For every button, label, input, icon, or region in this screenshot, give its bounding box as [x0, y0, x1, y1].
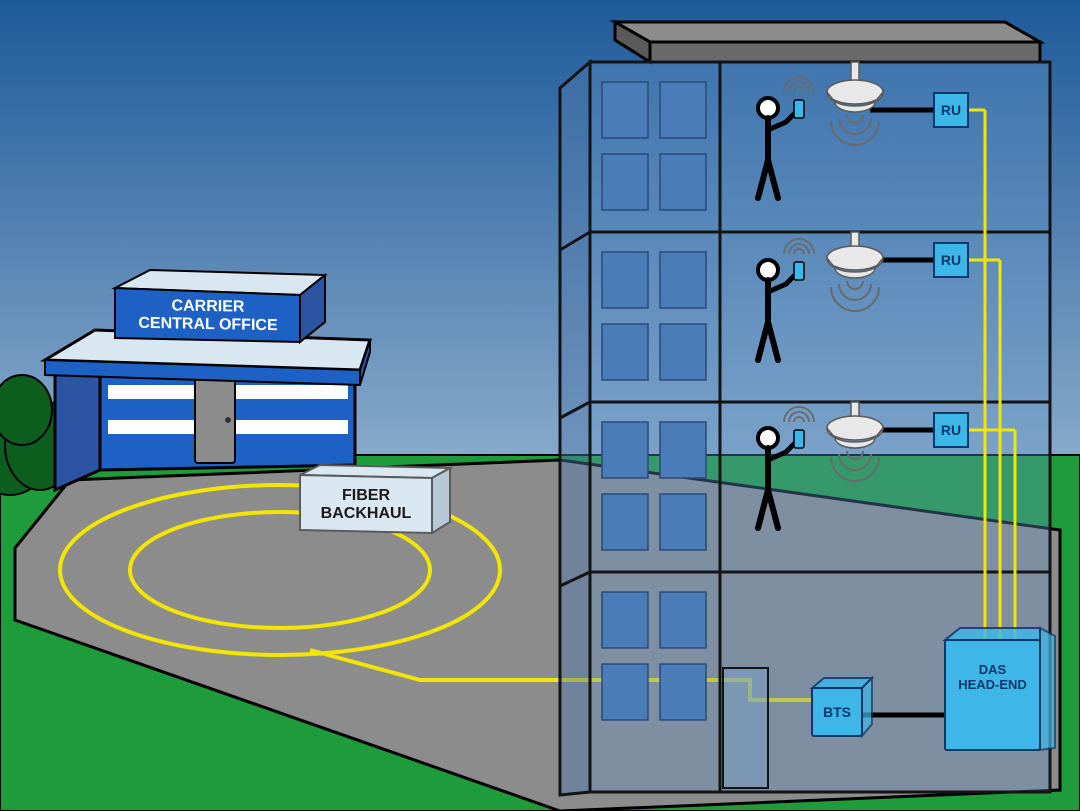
das-head-end-label: DAS HEAD-END	[945, 648, 1040, 708]
scene-svg	[0, 0, 1080, 811]
carrier-central-office-label: CARRIER CENTRAL OFFICE	[118, 294, 298, 337]
fiber-backhaul-label: FIBER BACKHAUL	[302, 482, 430, 528]
ru-label-1: RU	[934, 93, 968, 127]
cco-line2: CENTRAL OFFICE	[138, 315, 277, 335]
ru-label-2: RU	[934, 243, 968, 277]
das-line2: HEAD-END	[958, 678, 1027, 693]
fiber-line2: BACKHAUL	[321, 505, 412, 523]
das-line1: DAS	[979, 663, 1006, 678]
bts-label: BTS	[812, 688, 862, 736]
cco-line1: CARRIER	[172, 298, 245, 317]
ru-label-3: RU	[934, 413, 968, 447]
diagram-canvas: CARRIER CENTRAL OFFICE FIBER BACKHAUL RU…	[0, 0, 1080, 811]
fiber-line1: FIBER	[342, 487, 390, 505]
